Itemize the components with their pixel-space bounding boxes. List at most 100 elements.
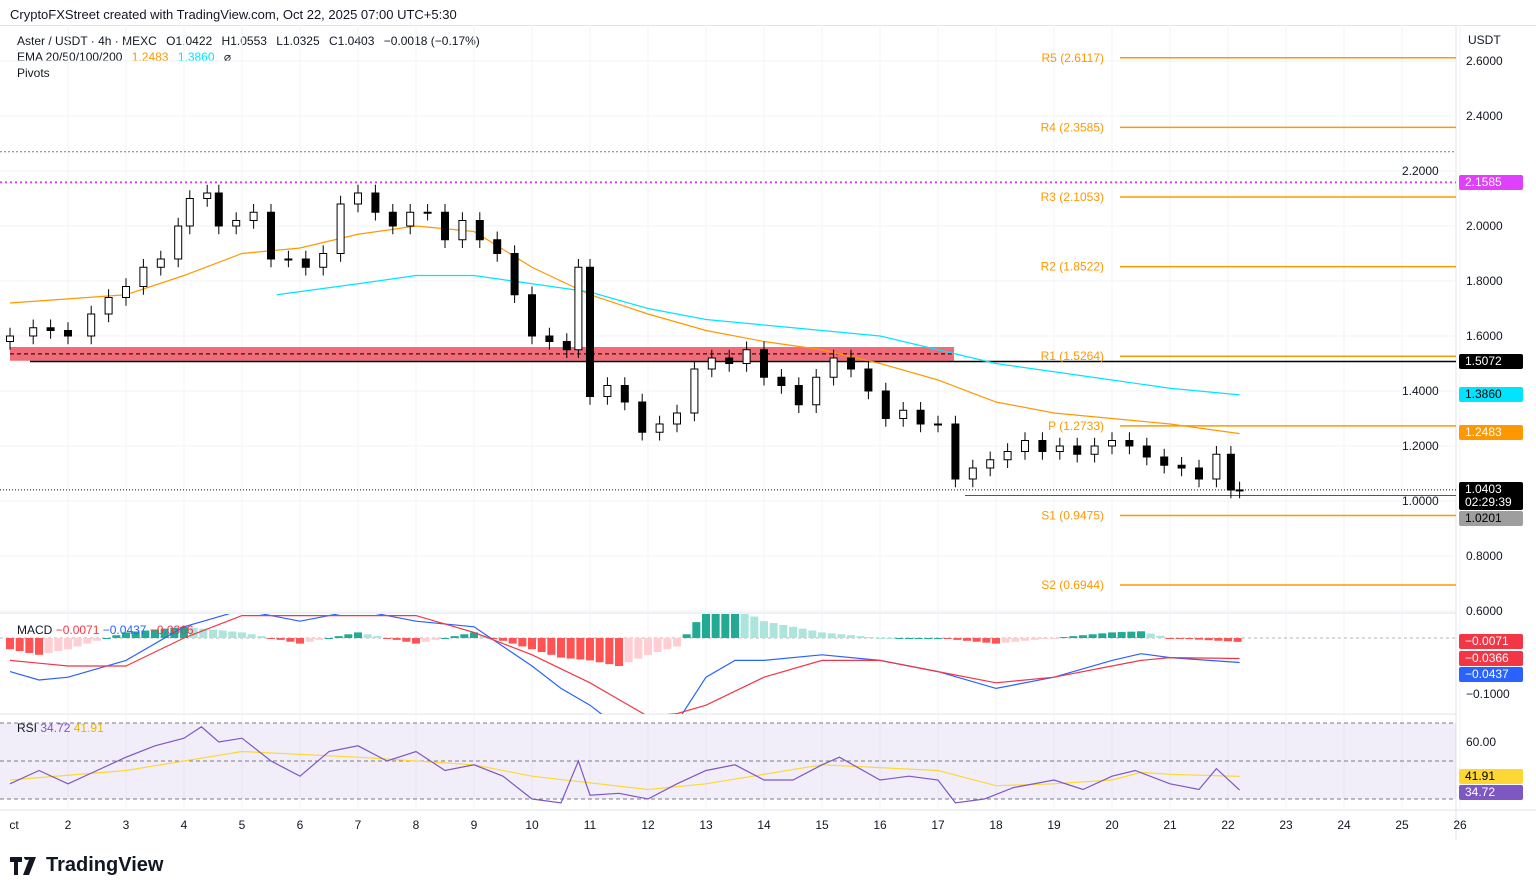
macd-histogram-bar [373, 636, 382, 638]
macd-histogram-bar [798, 628, 807, 638]
macd-histogram-bar [818, 632, 826, 638]
candle-up [574, 266, 583, 351]
price-badge: 1.5072 [1459, 354, 1523, 370]
candle-down [562, 341, 571, 351]
macd-histogram-bar [218, 630, 227, 638]
candle-down [881, 390, 890, 419]
macd-line [9, 614, 1240, 714]
macd-histogram-bar [1098, 633, 1107, 638]
candle-up [232, 220, 241, 227]
macd-histogram-bar [1175, 638, 1184, 639]
macd-histogram-bar [296, 638, 304, 644]
pivot-label: P (1.2733) [1048, 419, 1104, 433]
candle-down [1160, 456, 1169, 466]
macd-histogram-bar [537, 638, 546, 652]
time-axis-tick: 12 [641, 818, 655, 832]
macd-histogram-bar [151, 629, 159, 638]
candle-up [655, 423, 664, 433]
macd-histogram-bar [470, 632, 478, 638]
time-axis-tick: 4 [180, 818, 188, 832]
macd-histogram-bar [325, 638, 333, 639]
macd-histogram-bar [441, 638, 449, 639]
macd-histogram-bar [576, 638, 585, 660]
pivot-label: R5 (2.6117) [1042, 51, 1104, 65]
macd-histogram-bar [44, 638, 53, 653]
macd-histogram-bar [586, 638, 594, 661]
candle-down [1226, 453, 1235, 491]
candle-up [174, 225, 183, 260]
price-axis-tick: 2.0000 [1466, 219, 1503, 233]
time-axis-tick: 5 [238, 818, 246, 832]
candle-up [104, 297, 113, 315]
macd-histogram-bar [624, 638, 633, 663]
time-axis-tick: 25 [1395, 818, 1409, 832]
price-axis-tick: 2.4000 [1466, 109, 1503, 123]
macd-histogram-bar [1166, 638, 1174, 639]
macd-histogram-bar [160, 628, 169, 638]
price-badge: 1.2483 [1459, 425, 1523, 441]
time-axis-tick: 22 [1221, 818, 1235, 832]
time-axis-tick: 15 [815, 818, 829, 832]
macd-histogram-bar [1224, 638, 1232, 642]
macd-histogram-bar [54, 638, 63, 652]
time-axis-tick: 24 [1337, 818, 1351, 832]
macd-histogram-bar [131, 631, 140, 638]
symbol-legend: Aster / USDT · 4h · MEXC O1.0422 H1.0553… [17, 34, 486, 48]
candle-down [1177, 464, 1186, 469]
macd-histogram-bar [808, 630, 817, 638]
pivot-label: S1 (0.9475) [1041, 508, 1104, 522]
price-axis-tick: 0.6000 [1466, 604, 1503, 618]
candle-up [354, 192, 362, 205]
candle-down [1073, 445, 1082, 455]
macd-histogram-bar [769, 623, 778, 638]
macd-histogram-bar [789, 626, 797, 638]
candle-up [829, 357, 838, 378]
macd-histogram-bar [257, 636, 266, 638]
candle-up [673, 412, 681, 425]
macd-histogram-bar [15, 638, 24, 652]
time-axis-tick: 19 [1047, 818, 1061, 832]
price-axis-tick: 1.6000 [1466, 329, 1503, 343]
rsi-legend: RSI 34.72 41.91 [17, 721, 104, 735]
macd-histogram-bar [431, 638, 440, 640]
time-axis-tick: 8 [412, 818, 420, 832]
macd-histogram-bar [731, 614, 739, 638]
ohlc-open: O1.0422 [166, 34, 213, 48]
macd-histogram-bar [953, 638, 962, 640]
candle-down [725, 357, 734, 364]
macd-histogram-bar [528, 638, 536, 650]
macd-histogram-bar [702, 614, 710, 638]
rsi-label: RSI [17, 721, 38, 735]
candle-down [475, 220, 484, 241]
currency-label[interactable]: USDT [1468, 33, 1501, 47]
macd-histogram-bar [344, 634, 353, 638]
macd-histogram-bar [247, 634, 256, 638]
candle-up [1212, 453, 1221, 480]
pivots-legend[interactable]: Pivots [17, 66, 50, 80]
candle-down [1142, 445, 1151, 458]
macd-axis-tick: −0.1000 [1466, 687, 1510, 701]
macd-histogram-bar [692, 622, 701, 638]
time-axis-tick: 21 [1163, 818, 1177, 832]
candle-down [46, 327, 55, 331]
candle-down [916, 409, 925, 425]
candle-up [812, 376, 821, 406]
tradingview-logo-icon [10, 856, 36, 875]
candle-down [1125, 440, 1134, 447]
macd-histogram-bar [943, 638, 952, 639]
candle-down [545, 335, 554, 342]
macd-histogram-bar [73, 638, 82, 647]
tradingview-logo[interactable]: TradingView [10, 854, 163, 877]
macd-histogram-bar [1214, 638, 1223, 641]
macd-histogram-bar [305, 638, 314, 642]
time-axis-tick: 2 [64, 818, 72, 832]
symbol-name[interactable]: Aster / USDT · 4h · MEXC [17, 34, 157, 48]
candle-down [864, 368, 873, 392]
macd-histogram-bar [866, 637, 875, 639]
macd-histogram-bar [334, 636, 343, 638]
candle-down [1195, 467, 1203, 480]
macd-histogram-bar [450, 636, 459, 638]
macd-histogram-bar [499, 638, 507, 641]
hidden-values-icon: ⌀ [223, 50, 232, 64]
